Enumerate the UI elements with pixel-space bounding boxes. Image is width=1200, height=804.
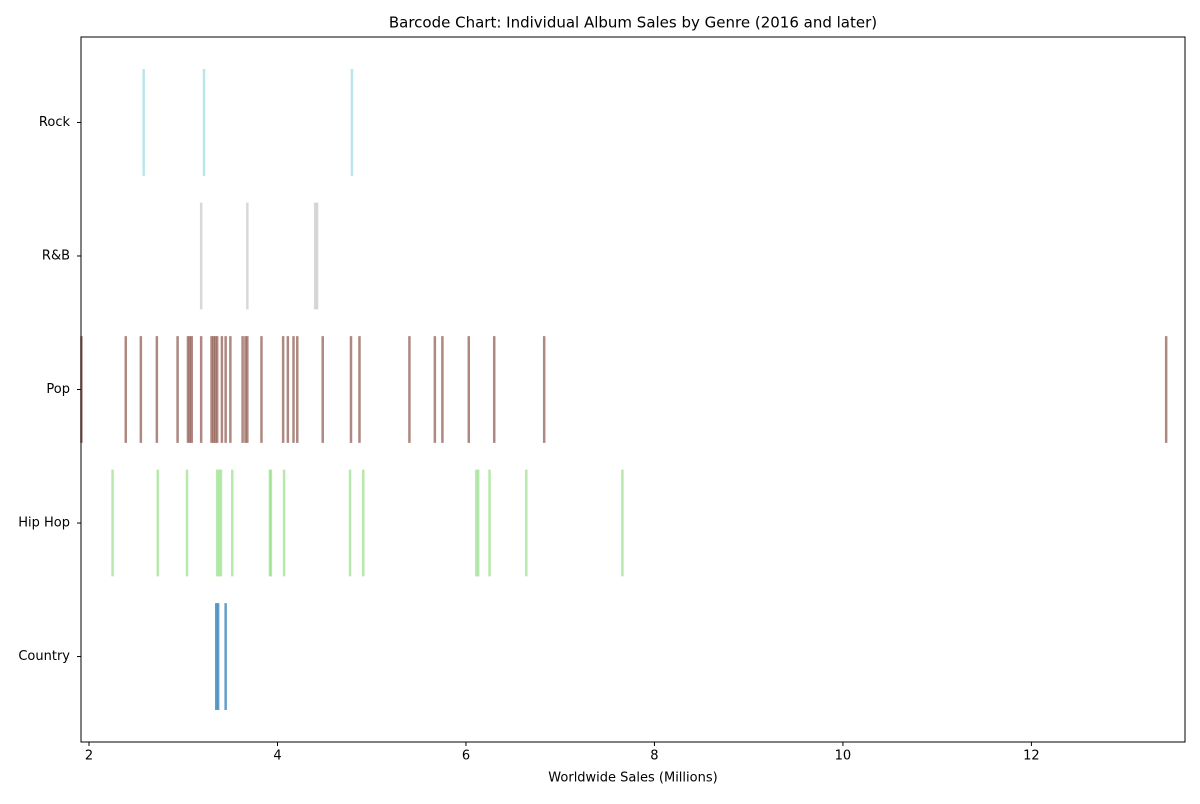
x-tick-label: 10 xyxy=(835,749,852,764)
x-axis-label: Worldwide Sales (Millions) xyxy=(548,771,717,786)
y-tick-label: Hip Hop xyxy=(18,516,70,531)
plot-frame xyxy=(80,36,1186,743)
y-tick-label: Country xyxy=(18,649,70,664)
y-tick-label: Rock xyxy=(39,115,71,130)
x-tick-label: 12 xyxy=(1023,749,1040,764)
x-tick-label: 8 xyxy=(650,749,658,764)
x-tick-label: 6 xyxy=(462,749,470,764)
x-tick-label: 2 xyxy=(85,749,93,764)
x-tick-label: 4 xyxy=(273,749,281,764)
y-tick-label: R&B xyxy=(42,248,70,263)
chart-title: Barcode Chart: Individual Album Sales by… xyxy=(389,14,877,32)
y-tick-label: Pop xyxy=(46,382,70,397)
